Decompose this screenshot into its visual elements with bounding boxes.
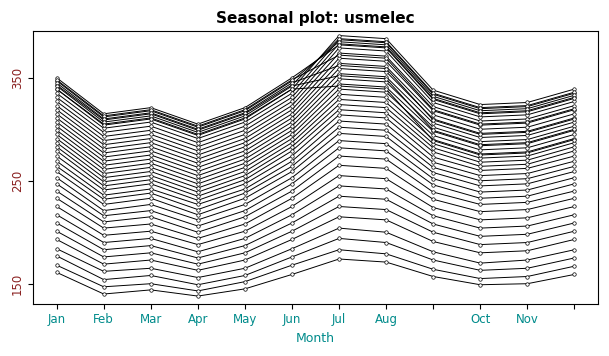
X-axis label: Month: Month [296, 332, 335, 345]
Title: Seasonal plot: usmelec: Seasonal plot: usmelec [216, 11, 415, 26]
